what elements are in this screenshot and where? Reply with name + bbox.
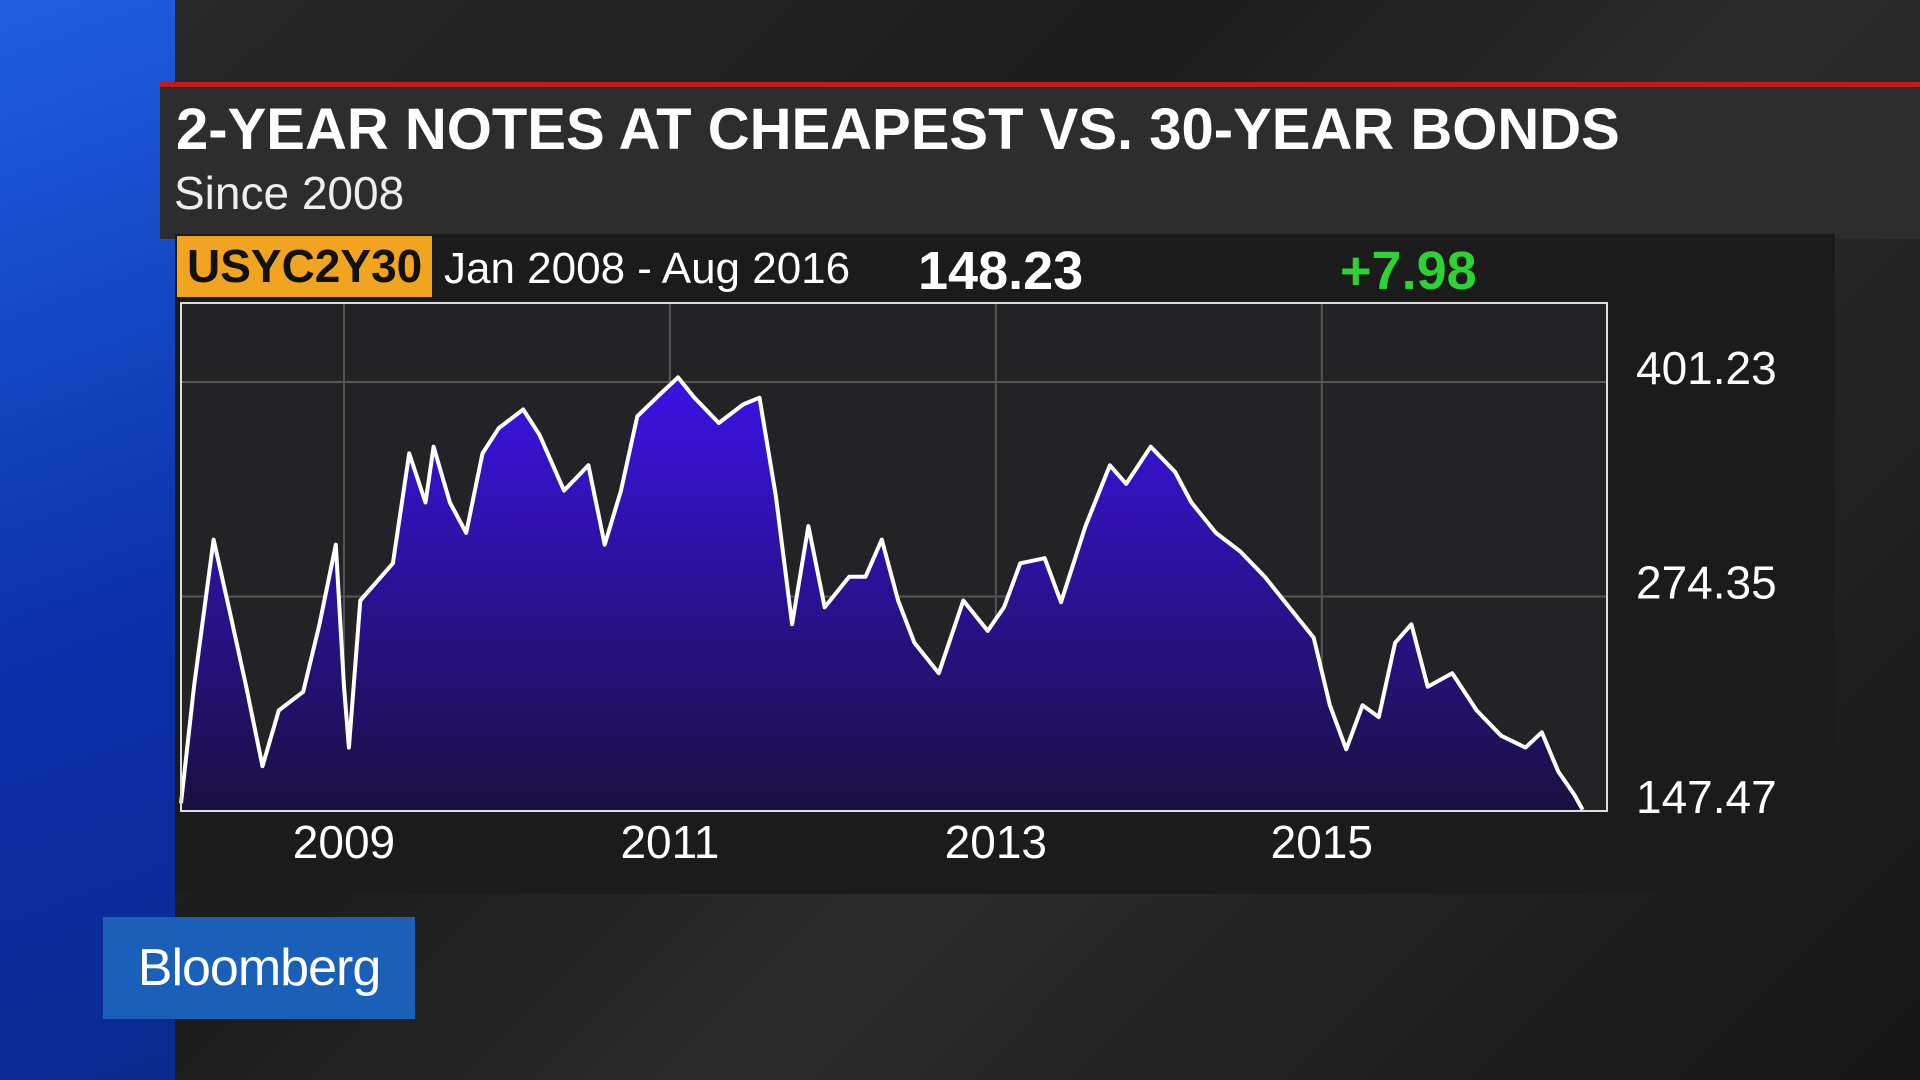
y-tick-label: 274.35 bbox=[1636, 557, 1777, 609]
x-tick-label: 2013 bbox=[945, 816, 1047, 868]
y-tick-label: 401.23 bbox=[1636, 342, 1777, 394]
background-strip bbox=[0, 0, 175, 1080]
x-tick-label: 2011 bbox=[620, 816, 719, 868]
x-tick-label: 2015 bbox=[1271, 816, 1373, 868]
y-tick-label: 147.47 bbox=[1636, 771, 1777, 823]
period: Jan 2008 - Aug 2016 bbox=[444, 244, 851, 293]
area bbox=[181, 377, 1583, 811]
change: +7.98 bbox=[1340, 241, 1477, 301]
brand-logo: Bloomberg bbox=[103, 917, 415, 1019]
line bbox=[179, 375, 1585, 811]
title-bar bbox=[160, 82, 1920, 239]
x-tick-label: 2009 bbox=[293, 816, 395, 868]
ticker: USYC2Y30 bbox=[177, 236, 433, 297]
plot-frame bbox=[180, 302, 1608, 812]
last-value: 148.23 bbox=[918, 241, 1084, 301]
chart-title: 2-YEAR NOTES AT CHEAPEST VS. 30-YEAR BON… bbox=[176, 97, 1620, 162]
chart-subtitle: Since 2008 bbox=[174, 167, 405, 219]
